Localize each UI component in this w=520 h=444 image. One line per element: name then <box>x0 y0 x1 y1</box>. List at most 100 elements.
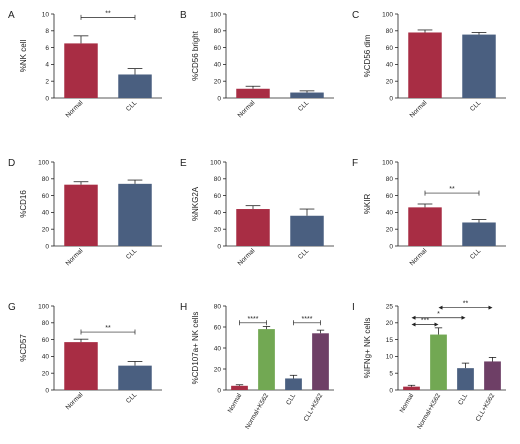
panel-I: I %IFNg+ NK cells 0 5 10 15 20 25 Normal Normal+K… <box>352 301 506 431</box>
y-tick-label: 60 <box>214 193 222 200</box>
arrowhead-right <box>461 315 466 320</box>
y-axis-label: %CD57 <box>19 334 28 362</box>
y-tick-label: 60 <box>386 45 394 52</box>
bar-normal <box>236 88 270 98</box>
bar-cll-k562 <box>312 333 329 390</box>
x-category-label: CLL <box>457 392 469 406</box>
x-category-label: CLL <box>297 247 311 261</box>
y-tick-label: 60 <box>42 337 50 344</box>
panel-letter: A <box>8 10 15 21</box>
significance-label: *** <box>421 317 429 324</box>
arrowhead-left <box>411 322 416 327</box>
x-category-label: CLL <box>297 99 311 113</box>
y-axis-label: %CD56 dim <box>363 34 372 77</box>
y-axis-label: %NKG2A <box>191 186 200 221</box>
y-axis-label: %CD16 <box>19 190 28 218</box>
x-category-label: Normal <box>65 391 85 411</box>
y-tick-label: 20 <box>42 371 50 378</box>
bar-normal <box>231 385 248 390</box>
bar-cll <box>118 74 152 98</box>
x-category-label: CLL <box>285 392 297 406</box>
y-tick-label: 40 <box>214 210 222 217</box>
bar-cll-k562 <box>484 361 501 390</box>
bar-normal <box>64 43 98 98</box>
y-tick-label: 20 <box>214 366 222 373</box>
bar-normal <box>236 209 270 246</box>
x-category-label: Normal <box>237 99 257 119</box>
significance-label: **** <box>302 316 313 323</box>
x-category-label: CLL+K562 <box>475 392 497 423</box>
panel-letter: G <box>8 302 16 313</box>
panel-letter: H <box>180 302 187 313</box>
panel-H: H %CD107a+ NK cells 0 20 40 60 80 Normal Normal+… <box>180 302 334 431</box>
panel-A: A %NK cell 0 2 4 6 8 10 Normal CLL ** <box>8 10 162 119</box>
panel-letter: F <box>352 158 358 169</box>
y-tick-label: 20 <box>386 320 394 327</box>
y-axis-label: %KIR <box>363 194 372 215</box>
y-tick-label: 8 <box>45 28 49 35</box>
y-tick-label: 100 <box>210 11 221 18</box>
y-tick-label: 80 <box>42 176 50 183</box>
y-tick-label: 40 <box>386 210 394 217</box>
y-tick-label: 0 <box>389 243 393 250</box>
y-tick-label: 25 <box>386 303 394 310</box>
bar-cll <box>457 368 474 390</box>
x-category-label: CLL <box>469 247 483 261</box>
bar-normal <box>403 386 420 390</box>
y-tick-label: 40 <box>386 62 394 69</box>
y-tick-label: 60 <box>214 324 222 331</box>
panel-letter: B <box>180 10 187 21</box>
bar-cll <box>118 183 152 246</box>
bar-cll <box>118 365 152 390</box>
panel-letter: E <box>180 158 187 169</box>
y-tick-label: 80 <box>214 303 222 310</box>
x-category-label: Normal <box>409 247 429 267</box>
x-category-label: Normal <box>227 392 244 414</box>
y-tick-label: 20 <box>386 227 394 234</box>
panel-B: B %CD56 bright 0 20 40 60 80 100 Normal CLL <box>180 10 334 119</box>
y-tick-label: 20 <box>214 227 222 234</box>
panel-letter: C <box>352 10 359 21</box>
y-tick-label: 80 <box>386 28 394 35</box>
significance-label: ** <box>449 186 455 193</box>
bar-normal <box>408 207 442 246</box>
y-axis-label: %CD56 bright <box>191 30 200 81</box>
y-tick-label: 15 <box>386 337 394 344</box>
panel-letter: D <box>8 158 15 169</box>
x-category-label: Normal+K562 <box>416 392 442 430</box>
y-tick-label: 0 <box>389 95 393 102</box>
y-tick-label: 10 <box>386 354 394 361</box>
bar-cll <box>462 222 496 246</box>
y-tick-label: 0 <box>389 387 393 394</box>
y-tick-label: 80 <box>386 176 394 183</box>
x-category-label: Normal <box>409 99 429 119</box>
y-tick-label: 40 <box>214 345 222 352</box>
arrowhead-right <box>488 305 493 310</box>
y-tick-label: 2 <box>45 79 49 86</box>
y-axis-label: %IFNg+ NK cells <box>363 318 372 379</box>
y-tick-label: 0 <box>45 387 49 394</box>
bar-normal <box>408 32 442 99</box>
y-tick-label: 60 <box>42 193 50 200</box>
y-tick-label: 80 <box>214 28 222 35</box>
significance-label: ** <box>105 10 111 17</box>
y-tick-label: 100 <box>382 159 393 166</box>
y-tick-label: 60 <box>386 193 394 200</box>
arrowhead-right <box>434 322 439 327</box>
x-category-label: CLL <box>125 391 139 405</box>
y-tick-label: 4 <box>45 62 49 69</box>
y-axis-label: %NK cell <box>19 40 28 73</box>
bar-cll <box>290 215 324 246</box>
significance-label: * <box>437 311 440 318</box>
panel-D: D %CD16 0 20 40 60 80 100 Normal CLL <box>8 158 162 267</box>
y-tick-label: 20 <box>386 79 394 86</box>
x-category-label: Normal <box>65 247 85 267</box>
significance-label: ** <box>105 325 111 332</box>
y-tick-label: 10 <box>42 11 50 18</box>
significance-label: **** <box>248 316 259 323</box>
y-tick-label: 100 <box>38 159 49 166</box>
y-tick-label: 0 <box>217 95 221 102</box>
y-tick-label: 0 <box>217 243 221 250</box>
bar-normal <box>64 342 98 390</box>
